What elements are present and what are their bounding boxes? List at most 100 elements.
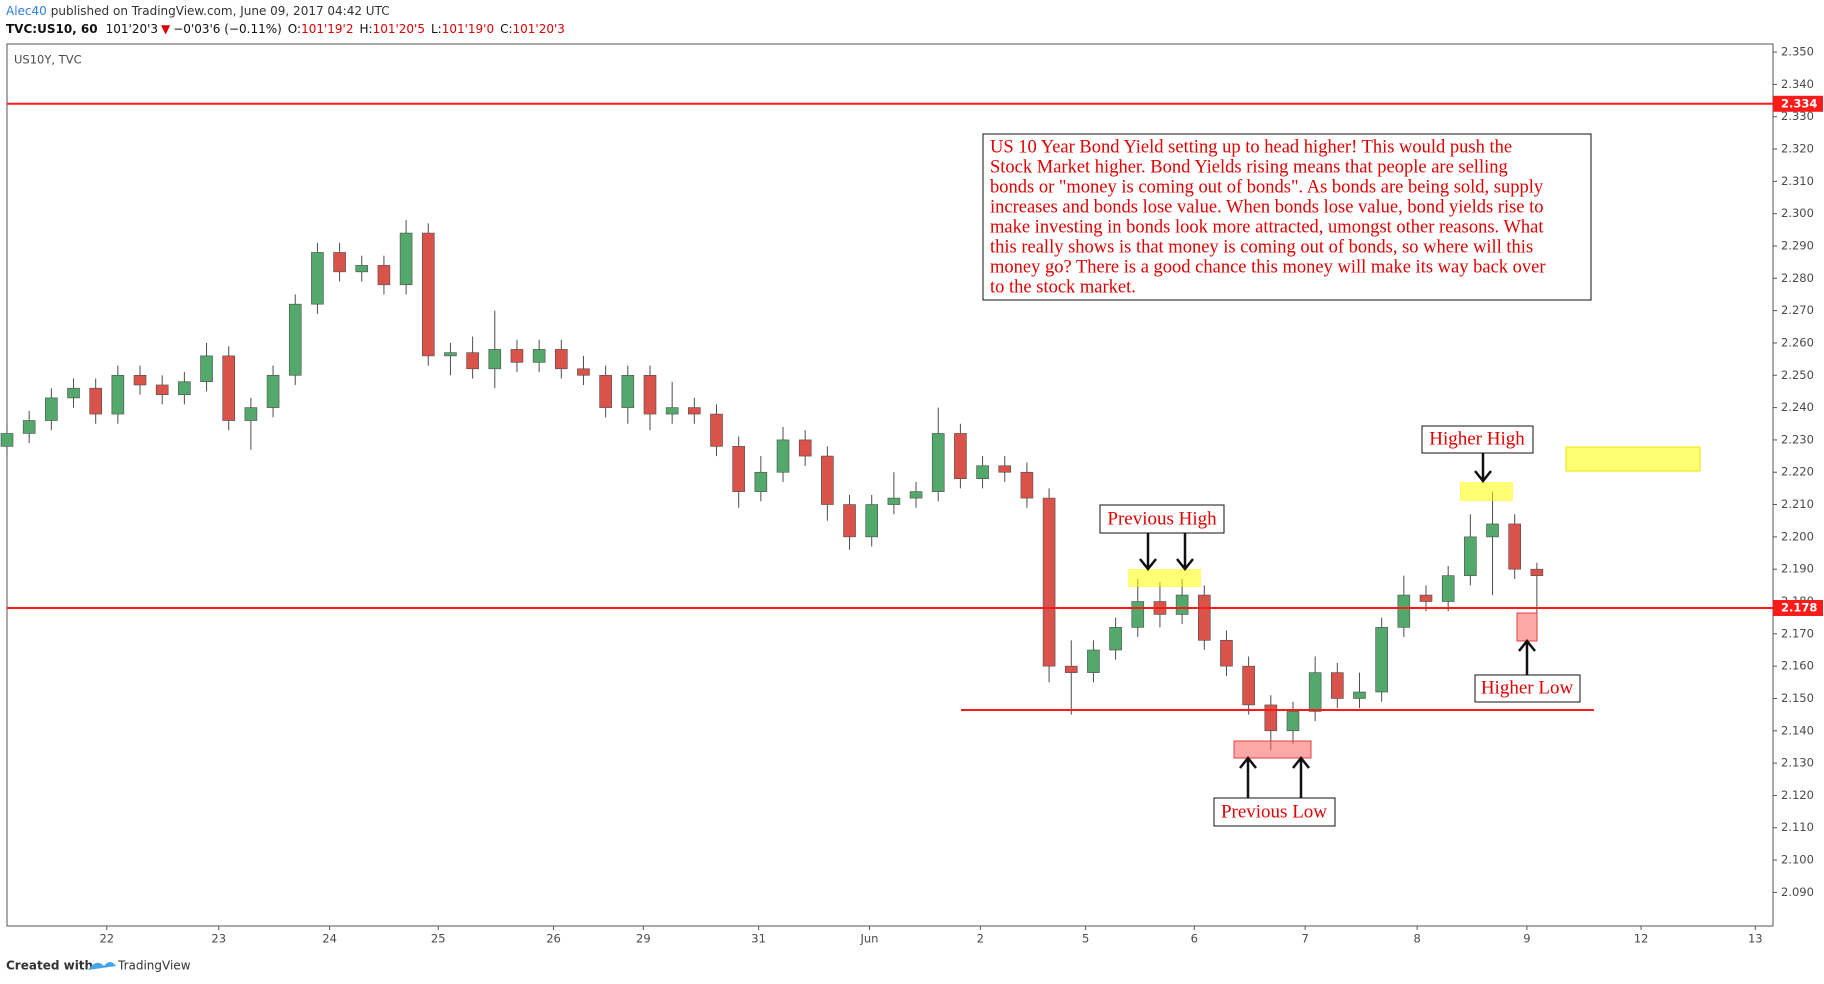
candle-body	[643, 374, 657, 415]
candle-body	[421, 232, 435, 357]
label-box	[1421, 425, 1534, 454]
candle-body	[355, 265, 369, 273]
annotations: Previous High Higher High Higher Low Pre…	[961, 133, 1701, 827]
candle-body	[377, 265, 391, 286]
candle-body	[776, 439, 790, 473]
x-tick-label: 23	[211, 932, 226, 946]
note-line: make investing in bonds look more attrac…	[990, 217, 1544, 237]
note-line: Stock Market higher. Bond Yields rising …	[990, 157, 1508, 177]
header-line-1: Alec40 published on TradingView.com, June…	[6, 4, 390, 18]
price-tag-label: 2.178	[1781, 600, 1817, 614]
y-tick-label: 2.230	[1781, 432, 1814, 446]
c-label: C:	[500, 22, 512, 36]
symbol-label: US10Y, TVC	[14, 53, 82, 67]
y-tick-label: 2.100	[1781, 853, 1814, 867]
y-tick-label: 2.090	[1781, 885, 1814, 899]
candle-body	[1264, 704, 1278, 732]
candle-body	[311, 252, 324, 305]
note-line: increases and bonds lose value. When bon…	[990, 197, 1544, 217]
y-tick-label: 2.250	[1781, 368, 1814, 382]
x-tick-label: 12	[1634, 932, 1649, 946]
candle-body	[710, 413, 723, 447]
candle-body	[133, 374, 147, 386]
candle-body	[244, 407, 258, 421]
y-tick-label: 2.150	[1781, 691, 1814, 705]
candle-body	[22, 420, 36, 434]
y-tick-label: 2.350	[1781, 45, 1814, 59]
candle-body	[1042, 497, 1056, 667]
candle-body	[798, 439, 812, 457]
x-tick-label: 7	[1302, 932, 1309, 946]
x-tick-label: 8	[1413, 932, 1420, 946]
candle-body	[976, 465, 989, 479]
candle-body	[1397, 594, 1411, 628]
note-line: this really shows is that money is comin…	[990, 237, 1533, 257]
candle-body	[532, 349, 546, 363]
candle-body	[444, 352, 457, 357]
y-tick-label: 2.270	[1781, 303, 1814, 317]
candle-body	[288, 303, 302, 376]
candle-body	[555, 349, 568, 370]
candle-body	[466, 352, 479, 370]
candle-body	[1464, 536, 1477, 576]
candle-body	[1486, 523, 1499, 538]
y-tick-label: 2.340	[1781, 77, 1814, 91]
arrow	[1239, 755, 1257, 798]
marks: 2.090 2.100 2.110 2.120 2.130 2.140 2.150 2.160…	[0, 45, 1814, 946]
footer-created: Created with	[6, 959, 93, 973]
o-label: O:	[288, 22, 301, 36]
candle-body	[399, 232, 413, 286]
candle-body	[67, 387, 80, 399]
x-tick-label: 6	[1191, 932, 1198, 946]
candle-body	[1109, 627, 1122, 651]
author[interactable]: Alec40	[6, 4, 47, 18]
candle-body	[45, 397, 58, 421]
y-tick-label: 2.220	[1781, 465, 1814, 479]
arrow	[1474, 453, 1492, 484]
price-tag	[1773, 95, 1823, 112]
x-tick-label: 29	[636, 932, 651, 946]
header-line-2: TVC:US10, 60 101'20'3 ▼ −0'03'6 (−0.11%) O:1…	[6, 22, 565, 36]
candle-body	[1220, 639, 1233, 667]
candle-body	[599, 374, 612, 408]
candle-body	[200, 355, 213, 383]
candle-body	[1508, 523, 1521, 570]
candle-body	[1020, 471, 1034, 499]
y-tick-label: 2.320	[1781, 142, 1814, 156]
candle-body	[1286, 711, 1300, 732]
note-box	[982, 133, 1592, 301]
footer-brand[interactable]: TradingView	[117, 959, 191, 973]
candle-body	[665, 407, 679, 415]
last: 101'20'3	[106, 22, 158, 36]
y-tick-label: 2.310	[1781, 174, 1814, 188]
candle-body	[621, 374, 635, 408]
candle-body	[111, 374, 125, 415]
candle-body	[1331, 672, 1344, 699]
y-tick-label: 2.300	[1781, 206, 1814, 220]
candle-body	[998, 465, 1012, 473]
candle-body	[1087, 649, 1100, 673]
y-tick-label: 2.170	[1781, 626, 1814, 640]
y-tick-label: 2.140	[1781, 723, 1814, 737]
candle-body	[843, 504, 856, 538]
candle-body	[488, 349, 502, 370]
x-tick-label: 26	[546, 932, 561, 946]
label: Higher High	[1429, 428, 1525, 449]
candle-body	[1197, 594, 1211, 641]
y-tick-label: 2.160	[1781, 659, 1814, 673]
o-value: 101'19'2	[301, 22, 353, 36]
arrow	[1518, 638, 1536, 675]
y-tick-label: 2.120	[1781, 788, 1814, 802]
x-tick-label: 25	[431, 932, 446, 946]
candle-body	[1242, 665, 1255, 706]
arrow: ▼	[161, 22, 171, 36]
candle-body	[954, 433, 967, 479]
y-tick-label: 2.280	[1781, 271, 1814, 285]
low-zone	[1233, 740, 1312, 759]
label-box	[1099, 504, 1225, 534]
candle-body	[1375, 627, 1388, 693]
note-line: US 10 Year Bond Yield setting up to head…	[990, 137, 1512, 157]
arrow	[1139, 533, 1157, 572]
label-box	[1474, 674, 1581, 703]
